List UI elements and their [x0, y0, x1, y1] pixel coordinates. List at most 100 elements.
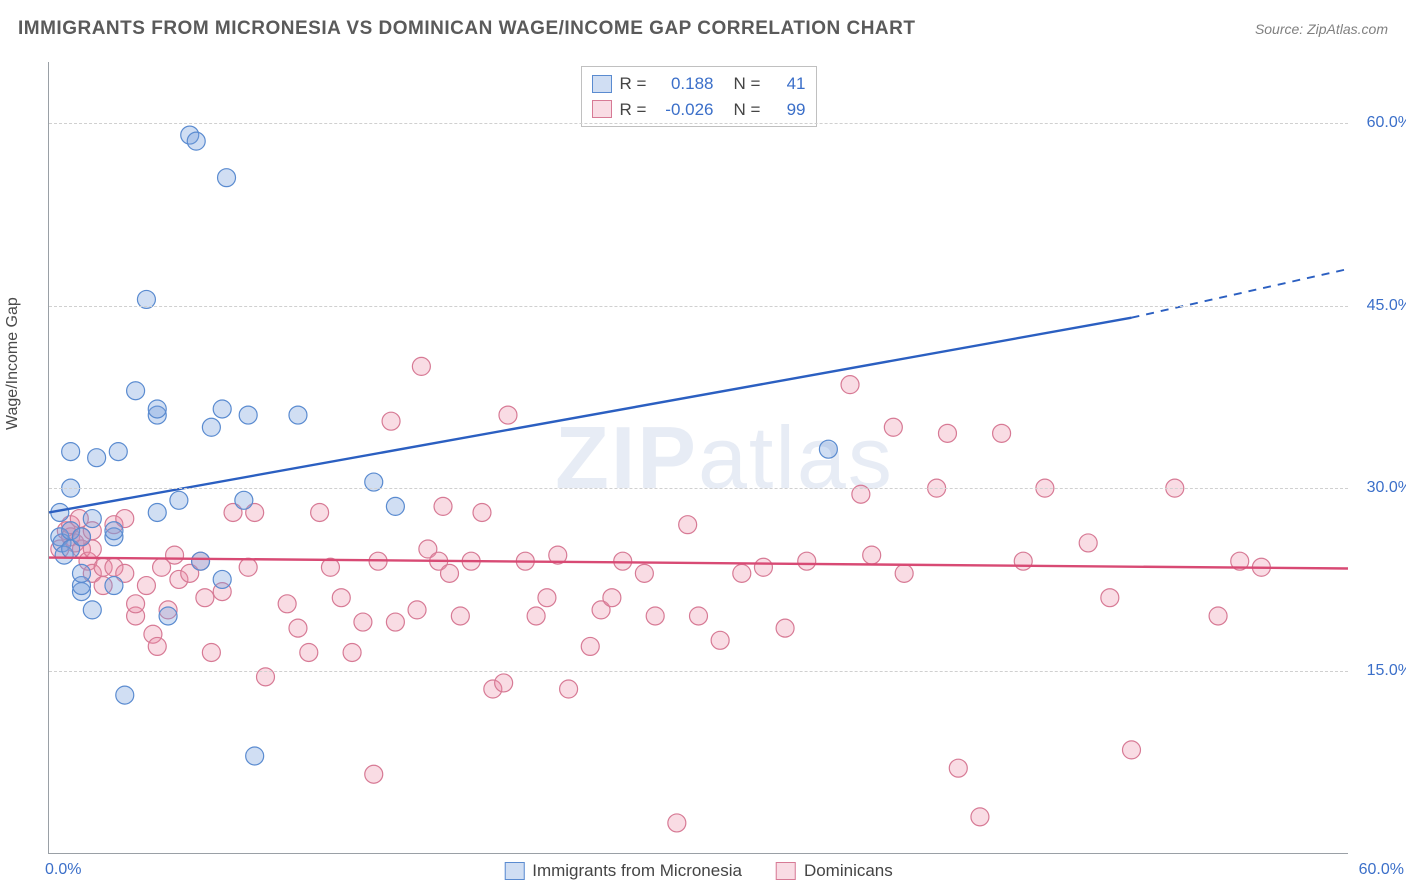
data-point-dominicans [679, 516, 697, 534]
data-point-micronesia [202, 418, 220, 436]
x-tick-max: 60.0% [1359, 861, 1404, 879]
data-point-micronesia [83, 601, 101, 619]
data-point-micronesia [239, 406, 257, 424]
legend-row-micronesia: R = 0.188 N = 41 [592, 71, 806, 97]
data-point-dominicans [386, 613, 404, 631]
data-point-micronesia [159, 607, 177, 625]
data-point-micronesia [148, 503, 166, 521]
data-point-dominicans [148, 637, 166, 655]
legend-n-value-dominicans: 99 [776, 97, 806, 123]
gridline-h [49, 306, 1348, 307]
data-point-dominicans [441, 564, 459, 582]
data-point-micronesia [105, 577, 123, 595]
data-point-dominicans [495, 674, 513, 692]
data-point-dominicans [332, 589, 350, 607]
data-point-dominicans [841, 376, 859, 394]
x-tick-min: 0.0% [45, 861, 81, 879]
page-title: IMMIGRANTS FROM MICRONESIA VS DOMINICAN … [18, 18, 915, 40]
legend-r-value-micronesia: 0.188 [658, 71, 714, 97]
data-point-dominicans [499, 406, 517, 424]
y-tick-label: 30.0% [1356, 479, 1406, 497]
data-point-dominicans [949, 759, 967, 777]
data-point-micronesia [187, 132, 205, 150]
data-point-micronesia [218, 169, 236, 187]
legend-n-label: N = [734, 97, 768, 123]
data-point-dominicans [776, 619, 794, 637]
gridline-h [49, 488, 1348, 489]
data-point-dominicans [354, 613, 372, 631]
data-point-micronesia [127, 382, 145, 400]
legend-row-dominicans: R =-0.026N =99 [592, 97, 806, 123]
series-legend-label-micronesia: Immigrants from Micronesia [532, 861, 742, 881]
trendline-extrapolated-micronesia [1131, 269, 1347, 318]
data-point-dominicans [895, 564, 913, 582]
legend-n-value-micronesia: 41 [776, 71, 806, 97]
data-point-dominicans [884, 418, 902, 436]
data-point-dominicans [635, 564, 653, 582]
data-point-micronesia [819, 440, 837, 458]
series-legend-item-dominicans: Dominicans [776, 861, 893, 881]
data-point-micronesia [72, 564, 90, 582]
data-point-micronesia [148, 400, 166, 418]
data-point-micronesia [386, 497, 404, 515]
source-attribution: Source: ZipAtlas.com [1255, 21, 1388, 37]
data-point-micronesia [83, 510, 101, 528]
data-point-dominicans [311, 503, 329, 521]
data-point-dominicans [668, 814, 686, 832]
y-tick-label: 45.0% [1356, 297, 1406, 315]
data-point-dominicans [1101, 589, 1119, 607]
legend-swatch-micronesia [504, 862, 524, 880]
data-point-micronesia [192, 552, 210, 570]
data-point-micronesia [213, 570, 231, 588]
data-point-dominicans [971, 808, 989, 826]
series-legend-label-dominicans: Dominicans [804, 861, 893, 881]
y-tick-label: 60.0% [1356, 114, 1406, 132]
data-point-dominicans [166, 546, 184, 564]
data-point-dominicans [137, 577, 155, 595]
legend-r-label: R = [620, 97, 650, 123]
data-point-dominicans [711, 631, 729, 649]
data-point-dominicans [603, 589, 621, 607]
data-point-dominicans [202, 644, 220, 662]
data-point-dominicans [689, 607, 707, 625]
data-point-dominicans [538, 589, 556, 607]
data-point-micronesia [170, 491, 188, 509]
data-point-dominicans [343, 644, 361, 662]
data-point-dominicans [196, 589, 214, 607]
data-point-dominicans [127, 595, 145, 613]
data-point-dominicans [278, 595, 296, 613]
data-point-micronesia [213, 400, 231, 418]
data-point-dominicans [473, 503, 491, 521]
data-point-micronesia [246, 747, 264, 765]
data-point-dominicans [1122, 741, 1140, 759]
scatter-svg [49, 62, 1348, 853]
series-legend-item-micronesia: Immigrants from Micronesia [504, 861, 742, 881]
data-point-micronesia [62, 443, 80, 461]
data-point-dominicans [993, 424, 1011, 442]
data-point-dominicans [863, 546, 881, 564]
series-legend: Immigrants from Micronesia Dominicans [504, 861, 893, 881]
data-point-dominicans [733, 564, 751, 582]
data-point-micronesia [105, 522, 123, 540]
data-point-dominicans [300, 644, 318, 662]
data-point-dominicans [434, 497, 452, 515]
data-point-dominicans [239, 558, 257, 576]
y-tick-label: 15.0% [1356, 662, 1406, 680]
data-point-dominicans [412, 357, 430, 375]
legend-swatch-dominicans [592, 100, 612, 118]
y-axis-label: Wage/Income Gap [4, 297, 22, 430]
data-point-dominicans [1209, 607, 1227, 625]
data-point-dominicans [382, 412, 400, 430]
trendline-micronesia [49, 318, 1131, 513]
data-point-dominicans [408, 601, 426, 619]
legend-n-label: N = [734, 71, 768, 97]
data-point-micronesia [72, 528, 90, 546]
data-point-micronesia [88, 449, 106, 467]
data-point-micronesia [235, 491, 253, 509]
data-point-dominicans [1014, 552, 1032, 570]
correlation-legend: R =0.188N =41R =-0.026N =99 [581, 66, 817, 127]
data-point-dominicans [527, 607, 545, 625]
legend-r-label: R = [620, 71, 650, 97]
data-point-micronesia [289, 406, 307, 424]
data-point-dominicans [451, 607, 469, 625]
